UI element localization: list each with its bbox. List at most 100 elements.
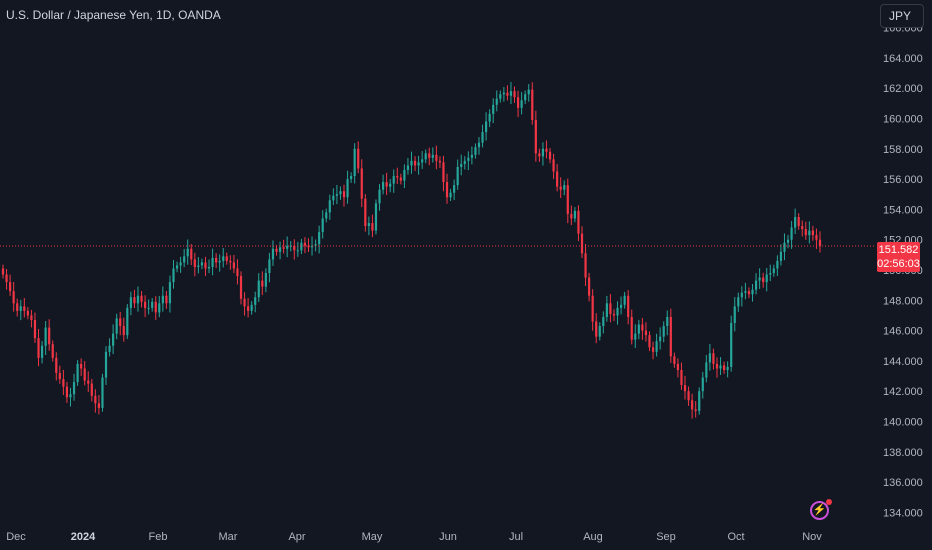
candle-body <box>37 338 40 358</box>
candle-body <box>314 244 317 246</box>
candle-body <box>669 316 672 357</box>
y-tick-label: 164.000 <box>883 53 923 65</box>
candle-body <box>80 363 83 369</box>
candle-body <box>417 162 420 166</box>
time-axis[interactable]: Dec 2024 Feb Mar Apr May Jun Jul Aug Sep Oct Nov <box>6 531 822 543</box>
candle-body <box>197 265 200 267</box>
candle-body <box>232 262 235 269</box>
candle-body <box>566 185 569 214</box>
candle-body <box>591 295 594 322</box>
candle-body <box>261 280 264 287</box>
candle-body <box>307 245 310 248</box>
candle-body <box>460 163 463 167</box>
candle-body <box>364 198 367 227</box>
candle-body <box>712 353 715 364</box>
candle-body <box>641 324 644 331</box>
candle-body <box>492 104 495 114</box>
candle-body <box>559 186 562 190</box>
candle-body <box>556 171 559 187</box>
candle-body <box>609 303 612 314</box>
notification-dot <box>826 499 832 505</box>
candle-body <box>516 97 520 108</box>
x-tick-label: Mar <box>219 531 238 543</box>
candle-body <box>254 297 257 305</box>
candle-body <box>136 295 140 304</box>
candle-body <box>9 282 12 292</box>
candle-body <box>808 230 811 236</box>
lightning-bolt-icon[interactable]: ⚡ <box>810 501 829 520</box>
candle-body <box>722 365 726 370</box>
candle-body <box>353 148 356 177</box>
candle-body <box>794 216 797 228</box>
candle-body <box>506 92 509 96</box>
candle-body <box>687 391 690 401</box>
candle-body <box>616 307 619 316</box>
candle-body <box>463 160 466 164</box>
candle-body <box>133 297 136 304</box>
currency-button[interactable]: JPY <box>880 4 924 28</box>
candle-body <box>676 363 680 370</box>
candle-body <box>428 153 431 158</box>
candle-body <box>16 303 19 311</box>
candle-body <box>40 345 44 358</box>
candle-body <box>598 326 601 337</box>
candle-body <box>474 147 477 155</box>
candle-body <box>381 182 385 190</box>
candle-body <box>335 194 339 196</box>
last-price-badge: 151.582 02:56:03 <box>877 242 920 272</box>
candle-body <box>378 189 381 204</box>
candle-body <box>229 260 232 263</box>
candle-body <box>30 315 33 320</box>
candle-body <box>392 176 395 184</box>
candle-body <box>257 280 260 298</box>
candle-body <box>300 242 303 251</box>
candle-body <box>399 177 402 181</box>
candle-body <box>804 229 807 236</box>
candle-body <box>108 345 111 352</box>
candle-body <box>154 301 157 313</box>
candle-body <box>726 366 729 370</box>
candle-body <box>90 383 93 396</box>
candle-body <box>278 247 282 252</box>
candle-body <box>705 362 708 378</box>
candle-body <box>467 157 470 161</box>
candle-body <box>360 168 363 199</box>
candle-body <box>758 277 761 281</box>
candle-body <box>406 165 410 170</box>
candle-body <box>5 274 8 283</box>
candle-body <box>175 265 179 269</box>
candle-body <box>651 347 655 352</box>
candle-body <box>172 268 175 283</box>
candle-body <box>662 326 665 337</box>
candle-body <box>94 395 97 404</box>
candle-body <box>158 303 161 313</box>
x-tick-label: May <box>362 531 383 543</box>
candle-body <box>762 277 765 283</box>
candle-body <box>477 142 481 148</box>
candle-body <box>815 235 818 240</box>
last-price-value: 151.582 <box>878 244 919 256</box>
candle-body <box>563 185 566 190</box>
x-tick-label: Jul <box>509 531 523 543</box>
candle-body <box>207 266 211 269</box>
candle-body <box>104 351 108 378</box>
candle-body <box>435 154 438 161</box>
candle-body <box>147 307 150 309</box>
candle-body <box>779 251 783 261</box>
candle-body <box>488 113 491 122</box>
candle-body <box>655 341 658 352</box>
x-tick-label: Oct <box>727 531 744 543</box>
chart-title: U.S. Dollar / Japanese Yen, 1D, OANDA <box>6 8 221 22</box>
candle-body <box>765 274 768 283</box>
candle-body <box>236 268 239 277</box>
candle-body <box>318 232 321 245</box>
candle-body <box>303 242 307 246</box>
candle-body <box>570 213 573 219</box>
candle-body <box>453 185 456 193</box>
candle-body <box>410 160 413 166</box>
candle-body <box>548 151 552 160</box>
candle-body <box>541 148 545 157</box>
y-tick-label: 158.000 <box>883 144 923 156</box>
candle-body <box>470 154 473 158</box>
